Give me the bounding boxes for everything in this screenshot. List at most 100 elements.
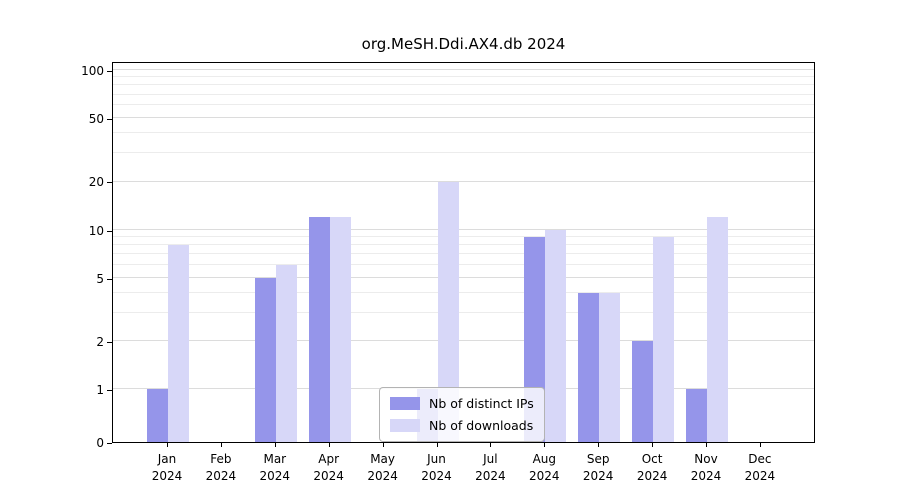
x-tick-label-year: 2024: [690, 469, 722, 484]
legend-item: Nb of distinct IPs: [390, 396, 534, 411]
x-tick-label-month: Nov: [694, 452, 718, 466]
legend: Nb of distinct IPs Nb of downloads: [379, 387, 545, 442]
gridline-minor: [113, 235, 814, 237]
gridline-minor: [113, 263, 814, 265]
legend-item: Nb of downloads: [390, 418, 534, 433]
gridline-minor: [113, 132, 814, 134]
bar-downloads: [653, 236, 675, 442]
y-tick-mark: [107, 341, 112, 343]
x-tick-label: Apr 2024: [299, 451, 359, 486]
x-tick-label-month: May: [370, 452, 395, 466]
bar-distinct-ips: [254, 277, 276, 442]
x-tick-mark: [274, 443, 276, 447]
x-tick-label-month: Dec: [748, 452, 772, 466]
x-tick-label-year: 2024: [313, 469, 344, 484]
legend-swatch: [390, 419, 420, 432]
gridline-minor: [113, 311, 814, 313]
gridline-minor: [113, 93, 814, 95]
bar-distinct-ips: [578, 292, 600, 442]
x-tick-mark: [598, 443, 600, 447]
x-tick-label-month: Feb: [210, 452, 232, 466]
gridline-minor: [113, 104, 814, 106]
x-tick-label-month: Apr: [318, 452, 340, 466]
legend-label: Nb of distinct IPs: [429, 396, 534, 411]
y-tick-mark: [107, 390, 112, 391]
plot-area: Nb of distinct IPs Nb of downloads: [112, 62, 815, 443]
x-tick-mark: [490, 443, 492, 447]
x-tick-label-year: 2024: [421, 469, 452, 484]
y-tick-label: 20: [88, 175, 104, 190]
x-tick-label: Feb 2024: [191, 451, 251, 486]
x-tick-label: Sep 2024: [568, 451, 628, 486]
x-tick-label-month: Aug: [532, 452, 557, 466]
x-tick-label: Oct 2024: [622, 451, 682, 486]
y-tick-mark: [107, 71, 112, 72]
x-tick-label-year: 2024: [636, 469, 668, 484]
x-tick-mark: [652, 443, 654, 447]
gridline-minor: [113, 253, 814, 255]
x-tick-label: Jan 2024: [137, 451, 197, 486]
x-tick-mark: [328, 443, 330, 447]
y-tick-label: 2: [96, 334, 104, 349]
x-tick-label-year: 2024: [529, 469, 560, 484]
gridline-major: [113, 69, 814, 70]
y-tick-label: 5: [96, 271, 104, 286]
x-tick-label-year: 2024: [582, 469, 614, 484]
x-tick-mark: [436, 443, 438, 447]
y-tick-mark: [107, 119, 112, 120]
gridline-minor: [113, 152, 814, 154]
y-tick-label: 10: [88, 223, 104, 238]
x-tick-label: Mar 2024: [245, 451, 305, 486]
x-tick-label: Nov 2024: [676, 451, 736, 486]
x-tick-mark: [759, 443, 761, 447]
x-tick-label-month: Jul: [483, 452, 498, 466]
legend-label: Nb of downloads: [429, 418, 534, 433]
y-tick-label: 0: [96, 436, 104, 450]
x-tick-label-year: 2024: [744, 469, 776, 484]
bar-downloads: [437, 181, 459, 442]
gridline-minor: [113, 291, 814, 293]
x-tick-label: May 2024: [353, 451, 413, 486]
gridline-major: [113, 276, 814, 278]
bar-downloads: [168, 244, 189, 442]
chart-title: org.MeSH.Ddi.AX4.db 2024: [361, 35, 566, 53]
bar-downloads: [707, 216, 728, 442]
x-tick-label-month: Jun: [427, 452, 446, 466]
y-tick-mark: [107, 182, 112, 184]
x-tick-label: Jun 2024: [407, 451, 467, 486]
x-tick-label-year: 2024: [259, 469, 291, 484]
y-tick-label: 100: [81, 64, 104, 78]
x-tick-mark: [382, 443, 384, 447]
x-tick-label-month: Mar: [263, 452, 287, 466]
x-tick-label-month: Jan: [157, 452, 177, 466]
x-tick-mark: [544, 443, 546, 447]
x-tick-label-month: Oct: [641, 452, 663, 466]
legend-swatch: [390, 397, 420, 410]
x-tick-label-year: 2024: [205, 469, 237, 484]
gridline-minor: [113, 243, 814, 245]
x-tick-label-month: Sep: [586, 452, 610, 466]
bar-downloads: [545, 229, 567, 442]
gridline-major: [113, 340, 814, 341]
y-tick-label: 50: [88, 112, 104, 126]
y-tick-mark: [107, 230, 112, 232]
gridline-minor: [113, 84, 814, 86]
x-tick-mark: [167, 443, 168, 447]
gridline-major: [113, 117, 814, 119]
bar-distinct-ips: [147, 389, 168, 442]
x-tick-mark: [706, 443, 707, 447]
bar-downloads: [329, 216, 351, 442]
x-tick-label: Aug 2024: [514, 451, 574, 486]
x-tick-label-year: 2024: [367, 469, 398, 484]
gridline-major: [113, 228, 814, 230]
x-tick-label: Dec 2024: [730, 451, 790, 486]
y-tick-label: 1: [96, 383, 104, 397]
y-tick-mark: [107, 278, 112, 280]
bar-distinct-ips: [308, 216, 330, 442]
x-tick-mark: [220, 443, 222, 447]
x-tick-label-year: 2024: [151, 469, 183, 484]
x-tick-label-year: 2024: [475, 469, 506, 484]
bar-distinct-ips: [686, 389, 707, 442]
bar-distinct-ips: [632, 341, 654, 442]
